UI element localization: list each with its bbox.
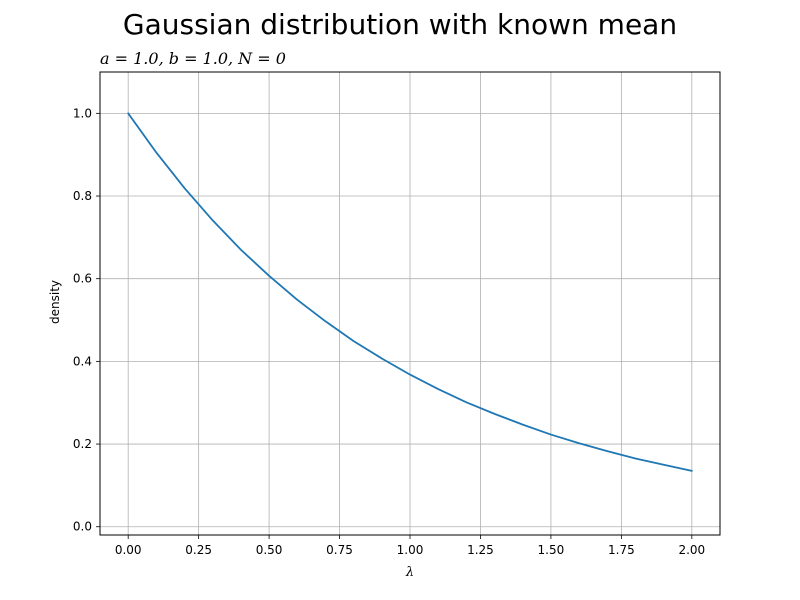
x-tick-label: 0.25: [185, 543, 212, 557]
grid-lines: [100, 72, 720, 535]
density-curve: [127, 112, 693, 472]
y-tick-label: 0.8: [73, 189, 92, 203]
y-tick-label: 0.0: [73, 520, 92, 534]
x-tick-label: 1.25: [467, 543, 494, 557]
x-tick-label: 1.75: [608, 543, 635, 557]
y-axis-ticks: 0.0 0.2 0.4 0.6 0.8 1.0: [73, 106, 100, 534]
chart-subtitle: a = 1.0, b = 1.0, N = 0: [100, 49, 286, 68]
x-tick-label: 0.00: [115, 543, 142, 557]
x-tick-label: 1.50: [538, 543, 565, 557]
y-tick-label: 0.6: [73, 272, 92, 286]
y-tick-label: 0.4: [73, 354, 92, 368]
y-tick-label: 0.2: [73, 437, 92, 451]
plot-series: [127, 112, 693, 472]
x-axis-label: λ: [405, 565, 414, 580]
y-axis-label: density: [48, 280, 62, 324]
x-tick-label: 2.00: [678, 543, 705, 557]
x-tick-label: 1.00: [397, 543, 424, 557]
x-axis-ticks: 0.00 0.25 0.50 0.75 1.00 1.25 1.50 1.75 2.00: [115, 535, 705, 557]
chart-title: Gaussian distribution with known mean: [123, 8, 677, 41]
x-tick-label: 0.75: [326, 543, 353, 557]
x-tick-label: 0.50: [256, 543, 283, 557]
y-tick-label: 1.0: [73, 106, 92, 120]
